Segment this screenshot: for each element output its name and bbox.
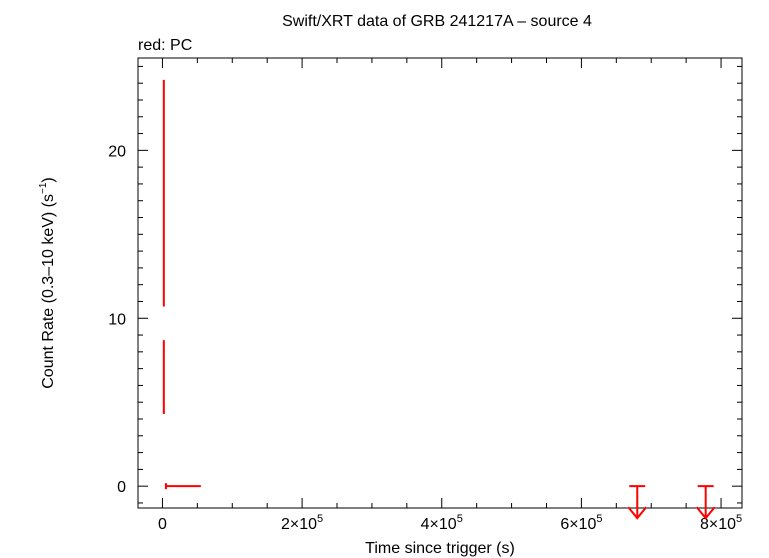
upper-limit-arrow [695,485,716,520]
y-tick-labels: 0 10 20 [108,143,126,496]
x-tick-mantissa: 4×10 [421,516,457,533]
chart-subtitle: red: PC [138,37,192,54]
x-tick-exponent: 5 [457,513,463,525]
axis-ticks [138,58,742,508]
x-tick-mantissa: 0 [158,516,167,533]
upper-limit-head [695,506,716,520]
plot-frame [137,57,743,509]
x-tick-label: 4×105 [421,513,463,533]
x-tick-exponent: 5 [736,513,742,525]
x-tick-labels: 0 2×105 4×105 6×105 8×105 [158,513,742,533]
x-tick-label: 6×105 [560,513,602,533]
x-tick-mantissa: 6×10 [560,516,596,533]
x-tick-mantissa: 8×10 [700,516,736,533]
x-tick-label: 2×105 [281,513,323,533]
y-axis-label-end: ) [40,177,57,182]
data-marks [162,79,716,520]
chart-title: Swift/XRT data of GRB 241217A – source 4 [282,13,592,30]
y-axis-label-sup: −1 [38,182,49,194]
x-axis-label: Time since trigger (s) [365,540,515,557]
y-axis-label: Count Rate (0.3–10 keV) (s−1) [38,177,57,389]
x-tick-exponent: 5 [596,513,602,525]
y-axis-label-main: Count Rate (0.3–10 keV) (s [40,194,57,389]
x-tick-mantissa: 2×10 [281,516,317,533]
y-tick-label: 20 [108,143,126,160]
y-tick-label: 0 [117,479,126,496]
x-tick-label: 8×105 [700,513,742,533]
upper-limit-arrow [627,485,648,520]
upper-limit-head [627,506,648,520]
y-tick-label: 10 [108,311,126,328]
x-tick-label: 0 [158,516,167,533]
x-tick-exponent: 5 [317,513,323,525]
